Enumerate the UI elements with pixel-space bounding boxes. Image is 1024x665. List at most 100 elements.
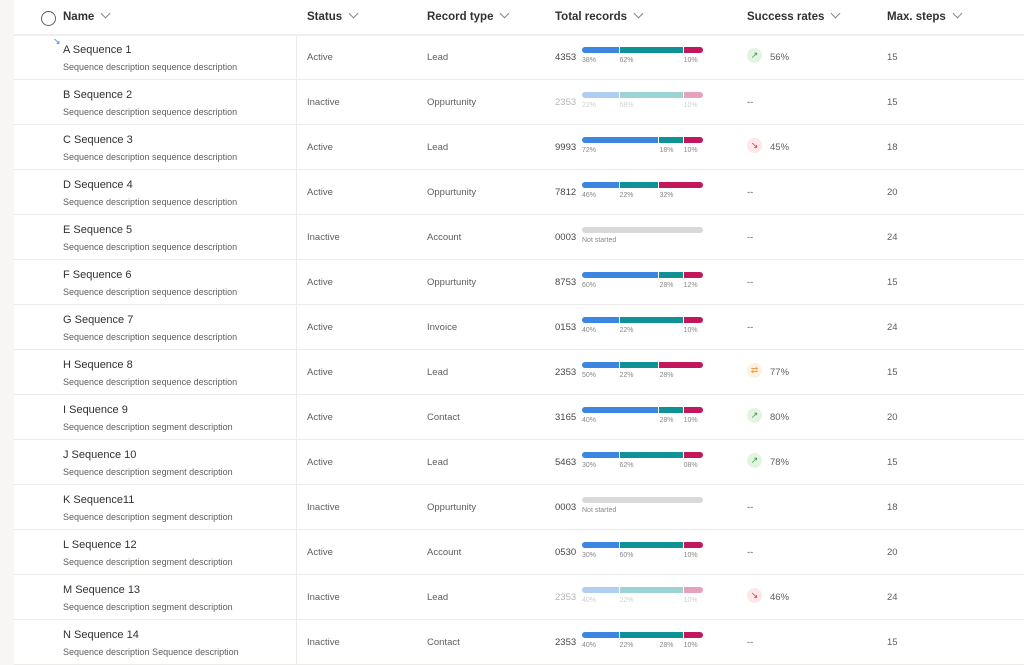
- column-header-record-type[interactable]: Record type: [427, 8, 510, 23]
- success-rate: --: [747, 277, 754, 288]
- progress-label: 10%: [683, 57, 698, 64]
- success-rate: 45%: [770, 142, 790, 153]
- table-row[interactable]: E Sequence 5 Sequence description sequenc…: [14, 215, 1024, 260]
- table-row[interactable]: J Sequence 10 Sequence description segmen…: [14, 440, 1024, 485]
- records-progress-bar: [582, 272, 703, 278]
- sequence-name[interactable]: G Sequence 7: [63, 314, 134, 326]
- progress-segment-teal: [659, 407, 684, 413]
- progress-label: 40%: [582, 597, 597, 604]
- progress-label: 60%: [582, 282, 597, 289]
- table-row[interactable]: K Sequence11 Sequence description segment…: [14, 485, 1024, 530]
- sequence-description: Sequence description sequence descriptio…: [63, 107, 238, 117]
- sequence-name[interactable]: J Sequence 10: [63, 449, 137, 461]
- trend-flat-icon: ⇄: [747, 363, 762, 378]
- records-progress-bar: [582, 92, 703, 98]
- progress-segment-teal: [659, 272, 684, 278]
- progress-segment-red: [683, 452, 703, 458]
- record-type: Contact: [427, 637, 460, 648]
- status: Active: [307, 322, 333, 333]
- sequence-name[interactable]: N Sequence 14: [63, 629, 139, 641]
- table-row[interactable]: A Sequence 1 Sequence description sequenc…: [14, 35, 1024, 80]
- chevron-down-icon: [830, 8, 841, 19]
- column-divider: [296, 35, 297, 665]
- sequence-name[interactable]: M Sequence 13: [63, 584, 141, 596]
- column-header-status[interactable]: Status: [307, 8, 359, 23]
- success-rate: --: [747, 637, 754, 648]
- column-header-success-rates[interactable]: Success rates: [747, 8, 841, 23]
- success-rate: 46%: [770, 592, 790, 603]
- record-type: Oppurtunity: [427, 187, 477, 198]
- table-row[interactable]: I Sequence 9 Sequence description segment…: [14, 395, 1024, 440]
- table-row[interactable]: D Sequence 4 Sequence description sequenc…: [14, 170, 1024, 215]
- progress-segment-blue: [582, 542, 620, 548]
- progress-segment-red: [659, 182, 703, 188]
- sequence-name[interactable]: F Sequence 6: [63, 269, 132, 281]
- record-type: Invoice: [427, 322, 458, 333]
- progress-segment-teal: [619, 47, 684, 53]
- select-all-checkbox[interactable]: [41, 11, 56, 26]
- sequence-name[interactable]: H Sequence 8: [63, 359, 133, 371]
- success-rate: --: [747, 187, 754, 198]
- progress-segment-blue: [582, 587, 620, 593]
- table-row[interactable]: N Sequence 14 Sequence description Sequen…: [14, 620, 1024, 665]
- progress-label: 46%: [582, 192, 597, 199]
- table-row[interactable]: L Sequence 12 Sequence description segmen…: [14, 530, 1024, 575]
- sequence-description: Sequence description sequence descriptio…: [63, 242, 238, 252]
- record-type: Oppurtunity: [427, 502, 477, 513]
- sequence-name[interactable]: D Sequence 4: [63, 179, 133, 191]
- records-progress-bar: [582, 497, 703, 503]
- status: Active: [307, 277, 333, 288]
- loading-cursor-icon: ↘: [53, 36, 61, 46]
- progress-label: 12%: [683, 282, 698, 289]
- table-row[interactable]: B Sequence 2 Sequence description sequenc…: [14, 80, 1024, 125]
- progress-label: 28%: [659, 642, 674, 649]
- max-steps: 15: [887, 637, 898, 648]
- progress-segment-teal: [619, 182, 660, 188]
- status: Inactive: [307, 232, 340, 243]
- records-progress-bar: [582, 407, 703, 413]
- sequence-name[interactable]: I Sequence 9: [63, 404, 128, 416]
- progress-label: 40%: [582, 417, 597, 424]
- table-row[interactable]: M Sequence 13 Sequence description segmen…: [14, 575, 1024, 620]
- progress-label: 72%: [582, 147, 597, 154]
- sequence-name[interactable]: A Sequence 1: [63, 44, 132, 56]
- max-steps: 18: [887, 142, 898, 153]
- trend-down-icon: ↘: [747, 138, 762, 153]
- column-label: Max. steps: [887, 11, 946, 23]
- table-row[interactable]: H Sequence 8 Sequence description sequenc…: [14, 350, 1024, 395]
- progress-segment-teal: [619, 632, 684, 638]
- sequence-description: Sequence description segment description: [63, 467, 233, 477]
- progress-segment-blue: [582, 407, 660, 413]
- column-header-name[interactable]: Name: [63, 8, 111, 23]
- progress-label: 10%: [683, 417, 698, 424]
- column-header-total-records[interactable]: Total records: [555, 8, 644, 23]
- record-type: Lead: [427, 457, 449, 468]
- table-row[interactable]: G Sequence 7 Sequence description sequenc…: [14, 305, 1024, 350]
- progress-segment-teal: [659, 137, 684, 143]
- records-progress-bar: [582, 362, 703, 368]
- sequence-name[interactable]: E Sequence 5: [63, 224, 133, 236]
- records-progress-bar: [582, 452, 703, 458]
- sequence-name[interactable]: B Sequence 2: [63, 89, 133, 101]
- success-rate: --: [747, 502, 754, 513]
- progress-label: 40%: [582, 327, 597, 334]
- table-row[interactable]: C Sequence 3 Sequence description sequenc…: [14, 125, 1024, 170]
- success-rate: 80%: [770, 412, 790, 423]
- sequence-name[interactable]: L Sequence 12: [63, 539, 137, 551]
- progress-segment-red: [659, 362, 703, 368]
- sequence-name[interactable]: K Sequence11: [63, 494, 135, 506]
- column-header-max-steps[interactable]: Max. steps: [887, 8, 963, 23]
- total-records: 2353: [555, 592, 577, 603]
- total-records: 8753: [555, 277, 577, 288]
- progress-label: 38%: [582, 57, 597, 64]
- records-progress-bar: [582, 587, 703, 593]
- progress-label: 30%: [582, 552, 597, 559]
- records-progress-bar: [582, 227, 703, 233]
- max-steps: 24: [887, 232, 898, 243]
- table-row[interactable]: F Sequence 6 Sequence description sequenc…: [14, 260, 1024, 305]
- record-type: Lead: [427, 142, 449, 153]
- sequence-name[interactable]: C Sequence 3: [63, 134, 133, 146]
- status: Inactive: [307, 97, 340, 108]
- progress-label: 10%: [683, 642, 698, 649]
- progress-label: 10%: [683, 597, 698, 604]
